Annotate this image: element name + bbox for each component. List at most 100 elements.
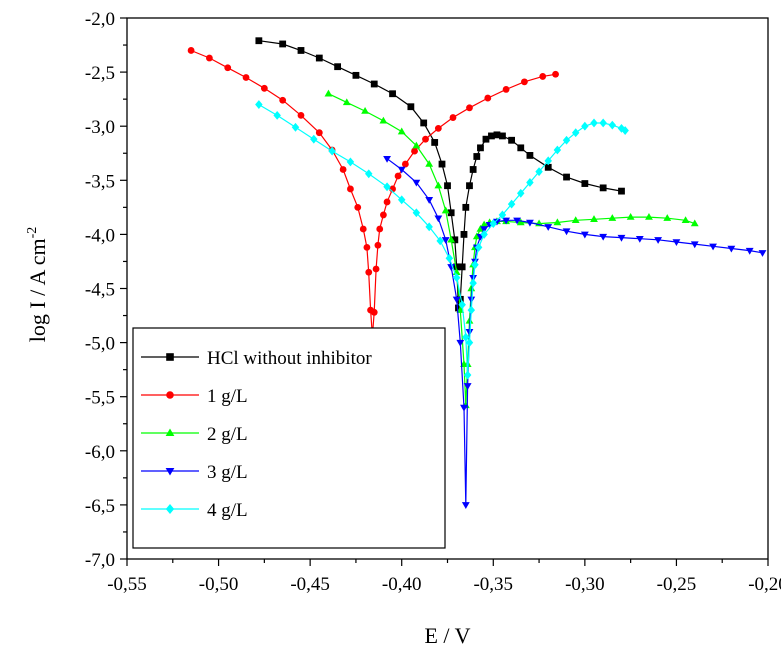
data-point (347, 185, 354, 193)
data-point (469, 278, 477, 288)
data-point (502, 86, 510, 93)
data-point (460, 231, 468, 238)
legend-item: 1 g/L (141, 386, 248, 407)
x-tick-label: -0,40 (382, 574, 422, 595)
data-point (297, 111, 305, 119)
data-point (626, 213, 635, 220)
data-point (473, 153, 481, 160)
data-point (453, 263, 461, 271)
data-point (467, 305, 476, 315)
data-point (315, 54, 323, 62)
data-point (187, 47, 195, 54)
data-point (374, 241, 382, 249)
data-point (431, 139, 439, 146)
legend-marker (165, 428, 175, 437)
data-point (480, 220, 489, 228)
data-point (458, 300, 466, 310)
x-tick-label: -0,45 (290, 574, 330, 595)
data-point (224, 64, 232, 72)
x-tick-label: -0,30 (565, 574, 605, 595)
series-3 (324, 89, 699, 409)
data-point (452, 273, 461, 283)
data-point (449, 114, 457, 121)
legend-item: HCl without inhibitor (141, 348, 372, 369)
y-tick-label: -2,0 (85, 9, 115, 30)
data-point (645, 213, 653, 220)
data-point (463, 370, 472, 380)
series-line (328, 93, 695, 406)
data-point (447, 264, 456, 271)
data-point (411, 147, 418, 155)
data-point (681, 216, 690, 224)
y-tick-label: -7,0 (85, 550, 115, 571)
data-point (383, 155, 391, 163)
data-point (441, 206, 450, 214)
data-point (412, 208, 421, 218)
data-point (436, 236, 444, 246)
data-point (544, 224, 553, 231)
legend-item: 2 g/L (141, 424, 248, 445)
y-tick-label: -4,5 (85, 280, 115, 301)
data-point (354, 203, 362, 211)
data-point (291, 122, 300, 132)
data-point (444, 182, 451, 190)
data-point (255, 100, 263, 109)
data-point (412, 179, 421, 187)
data-point (517, 144, 525, 152)
y-tick-label: -3,5 (85, 171, 115, 192)
data-point (339, 166, 347, 173)
data-point (474, 242, 483, 252)
data-point (553, 218, 562, 226)
data-point (206, 54, 213, 62)
data-point (544, 156, 552, 166)
y-axis-title-main: log I / A cm (25, 238, 50, 342)
data-point (608, 120, 617, 130)
data-point (438, 160, 446, 168)
data-point (480, 226, 489, 234)
legend-label: 2 g/L (207, 424, 248, 445)
data-point (255, 37, 263, 45)
data-point (447, 235, 456, 243)
x-tick-label: -0,20 (748, 574, 781, 595)
data-point (758, 250, 767, 257)
data-point (526, 219, 534, 227)
data-point (394, 172, 402, 180)
y-tick-label: -4,0 (85, 225, 115, 246)
data-point (508, 136, 515, 144)
data-point (460, 404, 468, 412)
data-point (279, 96, 287, 104)
data-point (242, 74, 250, 81)
legend-label: 4 g/L (207, 500, 248, 521)
data-point (507, 199, 516, 209)
data-point (451, 236, 459, 244)
data-point (297, 47, 305, 54)
data-point (516, 218, 525, 226)
data-point (745, 247, 754, 255)
data-point (379, 116, 388, 124)
data-point (581, 180, 589, 187)
data-point (461, 502, 470, 509)
series-5 (255, 100, 629, 380)
data-point (672, 239, 681, 247)
data-point (502, 217, 511, 225)
data-point (562, 228, 571, 236)
data-point (466, 182, 473, 190)
data-point (635, 236, 644, 243)
x-tick-label: -0,25 (657, 574, 697, 595)
data-point (380, 211, 387, 219)
data-point (434, 124, 442, 132)
data-point (571, 128, 580, 138)
data-point (462, 203, 470, 211)
y-tick-label: -2,5 (85, 63, 115, 84)
data-point (456, 306, 465, 313)
data-point (425, 197, 434, 204)
series-2 (187, 47, 559, 340)
data-point (654, 237, 663, 244)
data-point (397, 127, 406, 135)
data-point (376, 225, 384, 233)
data-point (489, 219, 498, 228)
data-point (467, 296, 476, 304)
data-point (482, 135, 490, 143)
data-point (372, 265, 380, 273)
